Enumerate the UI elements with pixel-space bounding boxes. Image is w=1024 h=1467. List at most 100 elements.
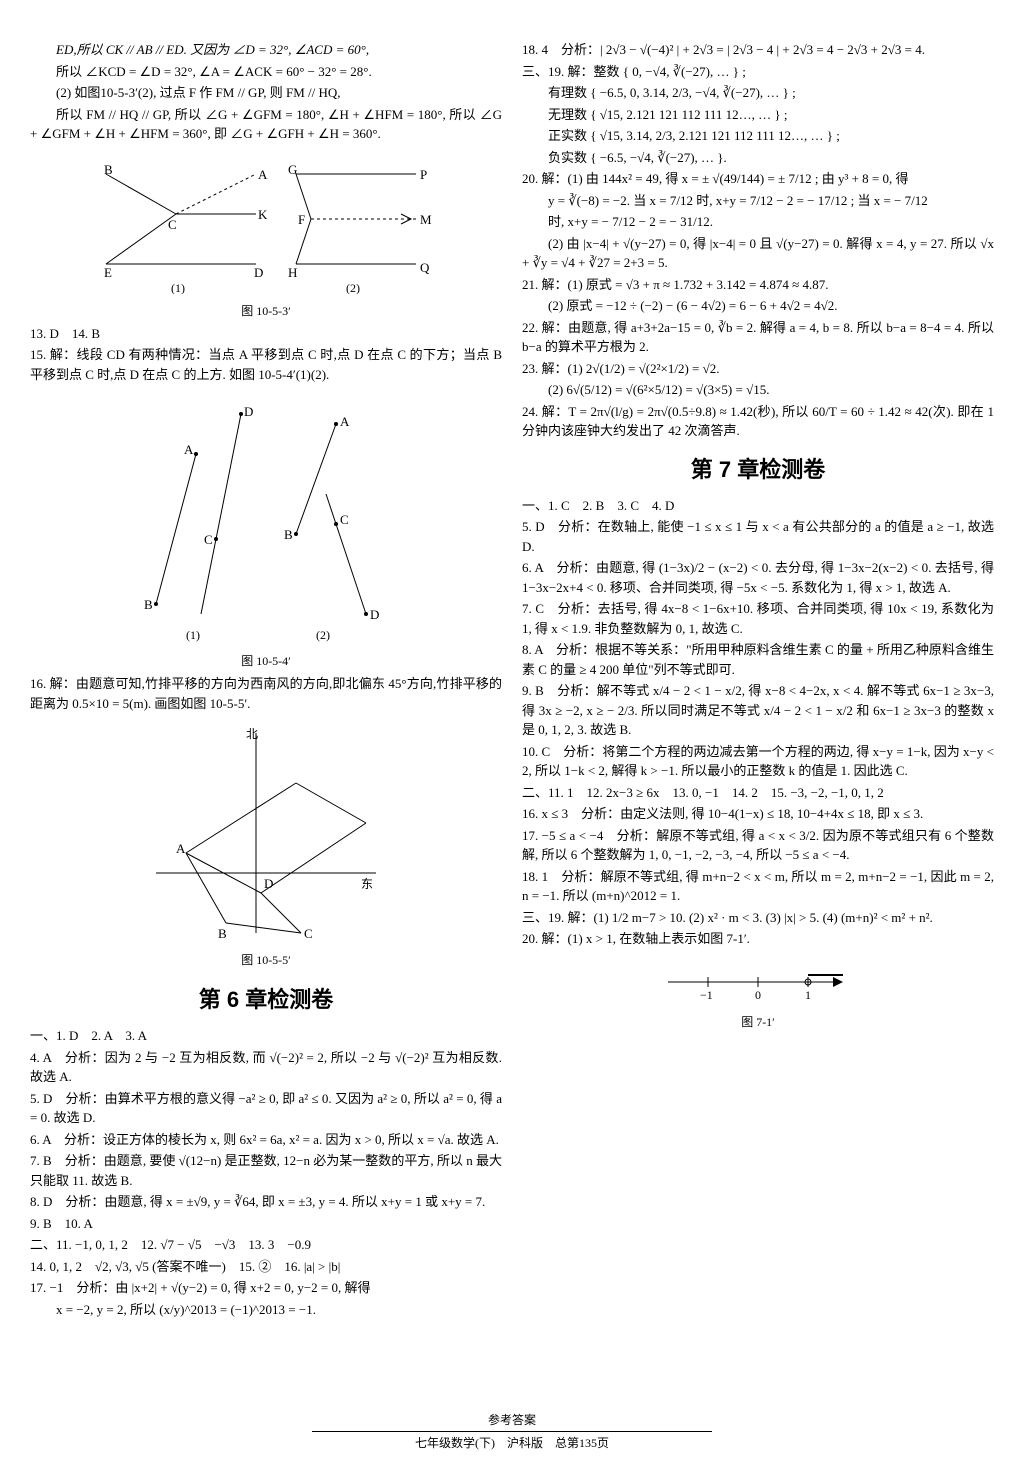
text: 13. D 14. B: [30, 324, 502, 344]
page-footer: 参考答案 七年级数学(下) 沪科版 总第135页: [0, 1411, 1024, 1452]
svg-text:A: A: [340, 414, 350, 429]
svg-text:A: A: [176, 841, 186, 856]
text: 22. 解：由题意, 得 a+3+2a−15 = 0, ∛b = 2. 解得 a…: [522, 318, 994, 357]
svg-text:E: E: [104, 265, 112, 280]
svg-text:D: D: [254, 265, 263, 280]
chapter-7-title: 第 7 章检测卷: [522, 453, 994, 486]
svg-text:B: B: [144, 597, 153, 612]
number-line-icon: −1 0 1: [658, 957, 858, 1007]
text: 9. B 10. A: [30, 1214, 502, 1234]
svg-text:0: 0: [755, 988, 761, 1002]
text: 二、11. 1 12. 2x−3 ≥ 6x 13. 0, −1 14. 2 15…: [522, 783, 994, 803]
text: 16. 解：由题意可知,竹排平移的方向为西南风的方向,即北偏东 45°方向,竹排…: [30, 674, 502, 713]
figure-label: 图 10-5-4′: [30, 652, 502, 670]
text: 17. −1 分析：由 |x+2| + √(y−2) = 0, 得 x+2 = …: [30, 1278, 502, 1298]
text: 8. A 分析：根据不等关系："所用甲种原料含维生素 C 的量 + 所用乙种原料…: [522, 640, 994, 679]
svg-text:(2): (2): [316, 628, 330, 642]
svg-text:B: B: [104, 162, 113, 177]
footer-divider: [312, 1431, 712, 1432]
svg-text:F: F: [298, 212, 305, 227]
text: (2) 原式 = −12 ÷ (−2) − (6 − 4√2) = 6 − 6 …: [522, 296, 994, 316]
svg-text:东: 东: [361, 877, 373, 891]
svg-text:K: K: [258, 207, 268, 222]
text: 23. 解：(1) 2√(1/2) = √(2²×1/2) = √2.: [522, 359, 994, 379]
figure-10-5-3: B A C K E D (1) G P: [30, 154, 502, 294]
text: 14. 0, 1, 2 √2, √3, √5 (答案不唯一) 15. ② 16.…: [30, 1257, 502, 1277]
text: 4. A 分析：因为 2 与 −2 互为相反数, 而 √(−2)² = 2, 所…: [30, 1048, 502, 1087]
text: 10. C 分析：将第二个方程的两边减去第一个方程的两边, 得 x−y = 1−…: [522, 742, 994, 781]
text: 负实数 { −6.5, −√4, ∛(−27), … }.: [522, 148, 994, 168]
text: 时, x+y = − 7/12 − 2 = − 31/12.: [522, 212, 994, 232]
footer-title: 参考答案: [0, 1411, 1024, 1429]
text: 6. A 分析：由题意, 得 (1−3x)/2 − (x−2) < 0. 去分母…: [522, 558, 994, 597]
text: 所以 FM // HQ // GP, 所以 ∠G + ∠GFM = 180°, …: [30, 105, 502, 144]
geometry-diagram-icon: A B C D (1) A B C D (2): [126, 394, 406, 644]
text: 15. 解：线段 CD 有两种情况：当点 A 平移到点 C 时,点 D 在点 C…: [30, 345, 502, 384]
figure-7-1: −1 0 1: [522, 957, 994, 1007]
figure-label: 图 10-5-3′: [30, 302, 502, 320]
svg-text:B: B: [218, 926, 227, 941]
text: 三、19. 解：整数 { 0, −√4, ∛(−27), … } ;: [522, 62, 994, 82]
text: 20. 解：(1) 由 144x² = 49, 得 x = ± √(49/144…: [522, 169, 994, 189]
chapter-6-title: 第 6 章检测卷: [30, 983, 502, 1016]
right-column: 18. 4 分析：| 2√3 − √(−4)² | + 2√3 = | 2√3 …: [522, 40, 994, 1397]
text: 16. x ≤ 3 分析：由定义法则, 得 10−4(1−x) ≤ 18, 10…: [522, 804, 994, 824]
text: 无理数 { √15, 2.121 121 112 111 12…, … } ;: [522, 105, 994, 125]
text: 7. B 分析：由题意, 要使 √(12−n) 是正整数, 12−n 必为某一整…: [30, 1151, 502, 1190]
text: 一、1. D 2. A 3. A: [30, 1026, 502, 1046]
text: 17. −5 ≤ a < −4 分析：解原不等式组, 得 a < x < 3/2…: [522, 826, 994, 865]
svg-text:D: D: [264, 876, 273, 891]
text: 正实数 { √15, 3.14, 2/3, 2.121 121 112 111 …: [522, 126, 994, 146]
text: 9. B 分析：解不等式 x/4 − 2 < 1 − x/2, 得 x−8 < …: [522, 681, 994, 740]
content-columns: ED,所以 CK // AB // ED. 又因为 ∠D = 32°, ∠ACD…: [30, 40, 994, 1397]
svg-text:D: D: [244, 404, 253, 419]
footer-pageinfo: 七年级数学(下) 沪科版 总第135页: [0, 1434, 1024, 1452]
svg-text:M: M: [420, 212, 432, 227]
svg-text:G: G: [288, 162, 297, 177]
text: 24. 解：T = 2π√(l/g) = 2π√(0.5÷9.8) ≈ 1.42…: [522, 402, 994, 441]
text: 18. 4 分析：| 2√3 − √(−4)² | + 2√3 = | 2√3 …: [522, 40, 994, 60]
text: 18. 1 分析：解原不等式组, 得 m+n−2 < x < m, 所以 m =…: [522, 867, 994, 906]
svg-text:Q: Q: [420, 260, 430, 275]
text: 有理数 { −6.5, 0, 3.14, 2/3, −√4, ∛(−27), ……: [522, 83, 994, 103]
text: 5. D 分析：由算术平方根的意义得 −a² ≥ 0, 即 a² ≤ 0. 又因…: [30, 1089, 502, 1128]
text: (2) 如图10-5-3′(2), 过点 F 作 FM // GP, 则 FM …: [30, 83, 502, 103]
figure-label: 图 7-1′: [522, 1013, 994, 1031]
svg-text:C: C: [304, 926, 313, 941]
text: 5. D 分析：在数轴上, 能使 −1 ≤ x ≤ 1 与 x < a 有公共部…: [522, 517, 994, 556]
text: 20. 解：(1) x > 1, 在数轴上表示如图 7-1′.: [522, 929, 994, 949]
svg-text:C: C: [204, 532, 213, 547]
text: 8. D 分析：由题意, 得 x = ±√9, y = ∛64, 即 x = ±…: [30, 1192, 502, 1212]
svg-text:C: C: [168, 217, 177, 232]
text: ED,所以 CK // AB // ED. 又因为 ∠D = 32°, ∠ACD…: [30, 40, 502, 60]
text: 二、11. −1, 0, 1, 2 12. √7 − √5 −√3 13. 3 …: [30, 1235, 502, 1255]
svg-text:D: D: [370, 607, 379, 622]
geometry-diagram-icon: B A C K E D (1) G P: [86, 154, 446, 294]
text: x = −2, y = 2, 所以 (x/y)^2013 = (−1)^2013…: [30, 1300, 502, 1320]
text: 6. A 分析：设正方体的棱长为 x, 则 6x² = 6a, x² = a. …: [30, 1130, 502, 1150]
svg-text:(1): (1): [186, 628, 200, 642]
svg-text:北: 北: [246, 727, 258, 741]
svg-text:C: C: [340, 512, 349, 527]
left-column: ED,所以 CK // AB // ED. 又因为 ∠D = 32°, ∠ACD…: [30, 40, 502, 1397]
figure-10-5-4: A B C D (1) A B C D (2): [30, 394, 502, 644]
svg-text:(1): (1): [171, 281, 185, 294]
text: 21. 解：(1) 原式 = √3 + π ≈ 1.732 + 3.142 = …: [522, 275, 994, 295]
svg-text:P: P: [420, 167, 427, 182]
figure-label: 图 10-5-5′: [30, 951, 502, 969]
svg-text:B: B: [284, 527, 293, 542]
svg-text:A: A: [184, 442, 194, 457]
text: 所以 ∠KCD = ∠D = 32°, ∠A = ∠ACK = 60° − 32…: [30, 62, 502, 82]
text: (2) 6√(5/12) = √(6²×5/12) = √(3×5) = √15…: [522, 380, 994, 400]
svg-text:(2): (2): [346, 281, 360, 294]
svg-text:1: 1: [805, 988, 811, 1002]
svg-text:−1: −1: [700, 988, 713, 1002]
text: y = ∛(−8) = −2. 当 x = 7/12 时, x+y = 7/12…: [522, 191, 994, 211]
text: 7. C 分析：去括号, 得 4x−8 < 1−6x+10. 移项、合并同类项,…: [522, 599, 994, 638]
geometry-diagram-icon: 北 东 A D B C: [146, 723, 386, 943]
text: 三、19. 解：(1) 1/2 m−7 > 10. (2) x² · m < 3…: [522, 908, 994, 928]
text: (2) 由 |x−4| + √(y−27) = 0, 得 |x−4| = 0 且…: [522, 234, 994, 273]
text: 一、1. C 2. B 3. C 4. D: [522, 496, 994, 516]
figure-10-5-5: 北 东 A D B C: [30, 723, 502, 943]
svg-text:A: A: [258, 167, 268, 182]
